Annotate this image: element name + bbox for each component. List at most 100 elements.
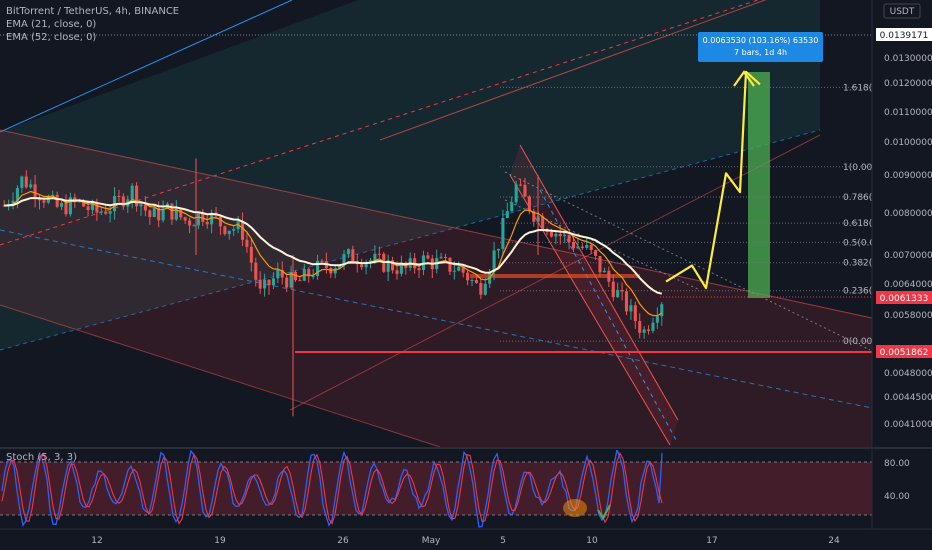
candle-body	[443, 257, 448, 259]
candle-body	[585, 244, 589, 248]
candle-body	[461, 266, 465, 273]
candle-body	[549, 231, 554, 237]
target-zone[interactable]	[748, 72, 770, 298]
candle-body	[320, 260, 324, 262]
candle-body	[642, 329, 646, 333]
price-tick: 0.0110000	[884, 108, 932, 118]
candle-body	[104, 211, 108, 214]
candle-body	[223, 226, 227, 235]
price-tick: 0.0041000	[884, 420, 932, 430]
candle-body	[285, 277, 289, 288]
candle-body	[373, 253, 377, 261]
candle-body	[263, 279, 267, 289]
fib-level-label: 0.382(0	[843, 259, 878, 269]
candle-body	[567, 235, 571, 243]
fib-level-label: 0.5(0.00	[843, 238, 881, 248]
candle-body	[99, 211, 103, 213]
candle-body	[563, 235, 567, 237]
stoch-d-line	[1, 452, 663, 525]
candle-body	[316, 260, 320, 276]
price-tick: 0.0120000	[884, 79, 932, 89]
candle-body	[589, 244, 593, 251]
measure-tooltip-line2: 7 bars, 1d 4h	[733, 48, 788, 57]
candle-body	[33, 184, 37, 199]
candle-body	[580, 246, 584, 248]
falling-channel-bottom	[0, 304, 441, 447]
candle-body	[391, 260, 395, 271]
candle-body	[483, 283, 487, 295]
candle-body	[395, 270, 399, 274]
candle-body	[298, 280, 302, 282]
falling-channel-top	[0, 129, 872, 319]
candle-body	[452, 270, 456, 272]
time-tick: 12	[91, 536, 102, 546]
rising-channel-upper	[379, 0, 767, 141]
stoch-tick-40: 40.00	[884, 492, 910, 502]
candle-body	[571, 242, 576, 249]
projection-path[interactable]	[665, 70, 761, 290]
current-price-label: 0.0061333	[880, 294, 929, 304]
candle-body	[519, 184, 523, 186]
time-tick: May	[422, 536, 441, 546]
candle-body	[655, 316, 659, 323]
candle-body	[130, 185, 134, 200]
candle-body	[368, 260, 373, 263]
fib-level-label: 0.236(0	[843, 287, 878, 297]
fib-level-label: 0.618(0	[843, 219, 878, 229]
resistance-box	[470, 274, 640, 278]
candle-body	[638, 321, 642, 333]
candle-body	[510, 202, 514, 212]
time-tick: 10	[586, 536, 598, 546]
candle-body	[29, 184, 33, 188]
target-price-label: 0.0139171	[880, 31, 929, 41]
candle-body	[121, 196, 125, 207]
candle-body	[15, 187, 19, 201]
candle-body	[523, 184, 527, 197]
measure-tooltip-line1: 0.0063530 (103.16%) 63530	[702, 36, 819, 45]
candle-body	[179, 208, 183, 218]
candle-body	[532, 211, 536, 222]
time-axis[interactable]: 12 19 26 May 5 10 17 24	[91, 536, 840, 546]
candle-body	[647, 329, 651, 331]
candle-body	[254, 262, 258, 280]
candle-body	[338, 264, 342, 269]
candle-body	[594, 250, 598, 256]
candle-body	[360, 264, 364, 268]
candle-body	[152, 207, 156, 218]
candle-body	[364, 262, 368, 268]
stoch-check-mark	[597, 504, 611, 520]
candle-body	[276, 269, 280, 279]
support-price-label: 0.0051862	[880, 348, 929, 358]
stoch-legend[interactable]: Stoch (5, 3, 3)	[6, 452, 78, 463]
projection-arrowhead	[733, 70, 755, 87]
candle-body	[174, 208, 178, 220]
candle-body	[660, 304, 664, 317]
candle-body	[293, 271, 298, 281]
candle-body	[280, 269, 284, 278]
candle-body	[117, 196, 121, 198]
symbol-legend[interactable]: BitTorrent / TetherUS, 4h, BINANCE	[6, 6, 180, 17]
time-tick: 19	[214, 536, 226, 546]
candle-body	[541, 216, 545, 230]
ema21-legend[interactable]: EMA (21, close, 0)	[6, 19, 97, 30]
candle-body	[448, 257, 452, 272]
stoch-k-line	[1, 450, 663, 528]
candle-body	[505, 211, 509, 219]
steep-down-line-2	[509, 174, 671, 446]
candle-body	[188, 220, 192, 226]
fib-level-label: 1(0.009	[843, 163, 878, 173]
candle-body	[377, 253, 381, 255]
ema52-legend[interactable]: EMA (52, close, 0)	[6, 32, 97, 43]
candle-body	[457, 266, 461, 271]
price-tick: 0.0080000	[884, 209, 932, 219]
candle-body	[399, 262, 403, 274]
candle-body	[417, 268, 421, 271]
candle-body	[196, 213, 200, 226]
measure-tooltip: 0.0063530 (103.16%) 63530 7 bars, 1d 4h	[698, 32, 823, 62]
candle-body	[24, 176, 28, 188]
price-axis[interactable]: 0.0130000 0.0120000 0.0110000 0.0100000 0.00…	[884, 54, 932, 430]
candle-body	[170, 203, 174, 220]
time-tick: 5	[500, 536, 506, 546]
currency-box[interactable]	[883, 3, 921, 19]
